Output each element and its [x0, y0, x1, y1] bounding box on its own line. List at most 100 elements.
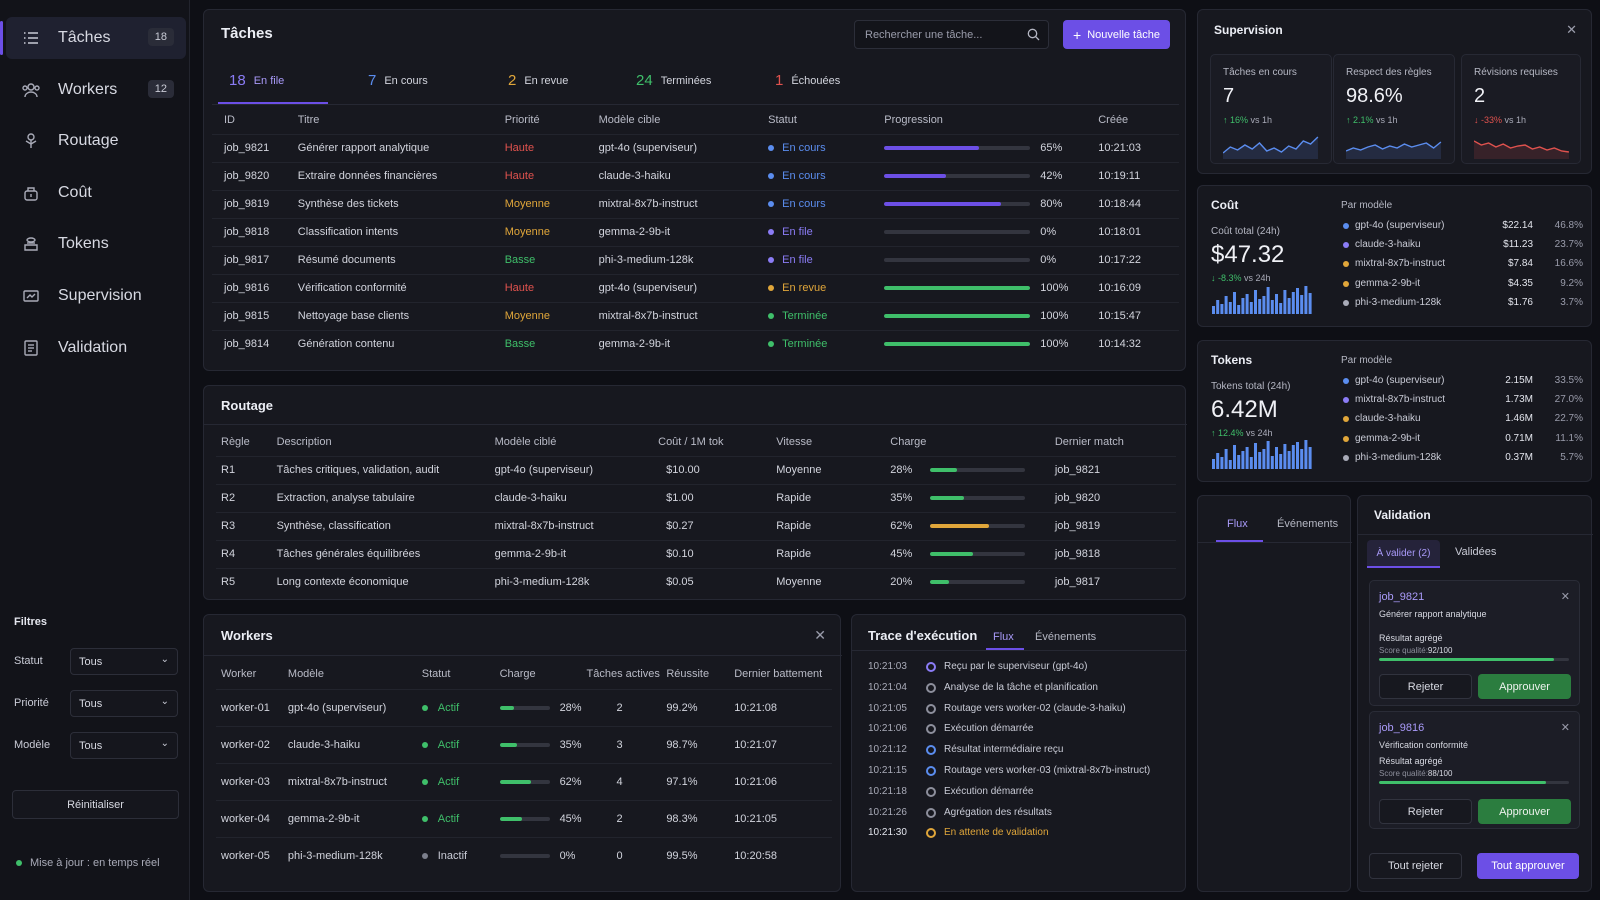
table-row[interactable]: job_9814 Génération contenu Basse gemma-2-9… — [212, 329, 1179, 358]
column-header[interactable]: Coût / 1M tok — [658, 435, 724, 448]
sidebar-item-routage[interactable]: Routage — [6, 120, 186, 162]
sidebar-item-validation[interactable]: Validation — [6, 327, 186, 369]
reject-all-button[interactable]: Tout rejeter — [1369, 853, 1462, 879]
tab-trace-events[interactable]: Événements — [1035, 631, 1097, 643]
column-header[interactable]: Tâches actives — [586, 667, 660, 680]
column-header[interactable]: Règle — [221, 435, 250, 448]
tab-trace-flux[interactable]: Flux — [993, 631, 1014, 643]
column-header[interactable]: Dernier battement — [734, 667, 823, 680]
legend-percent: 5.7% — [1560, 451, 1583, 463]
close-icon[interactable]: ✕ — [814, 627, 826, 643]
tab-validated[interactable]: Validées — [1455, 546, 1497, 558]
table-row[interactable]: R3 Synthèse, classification mixtral-8x7b-i… — [216, 511, 1176, 540]
column-header[interactable]: ID — [224, 113, 235, 126]
column-header[interactable]: Charge — [499, 667, 536, 680]
tab-flux[interactable]: Flux — [1227, 518, 1248, 530]
sidebar-item-tokens[interactable]: Tokens — [6, 223, 186, 265]
column-header[interactable]: Vitesse — [776, 435, 813, 448]
table-row[interactable]: job_9821 Générer rapport analytique Haute g… — [212, 133, 1179, 162]
kpi-delta: ↓ -33% vs 1h — [1474, 115, 1526, 125]
table-row[interactable]: job_9817 Résumé documents Basse phi-3-mediu… — [212, 245, 1179, 274]
column-header[interactable]: Créée — [1098, 113, 1129, 126]
new-task-button[interactable]: + Nouvelle tâche — [1063, 20, 1170, 49]
column-header[interactable]: Statut — [421, 667, 451, 680]
reset-button[interactable]: Réinitialiser — [12, 790, 179, 819]
table-row[interactable]: job_9819 Synthèse des tickets Moyenne mixtr… — [212, 189, 1179, 218]
legend-row[interactable]: claude-3-haiku $11.23 23.7% — [1343, 239, 1583, 255]
tab-pending[interactable]: À valider (2) — [1367, 540, 1440, 566]
close-icon[interactable]: ✕ — [1560, 591, 1570, 603]
filter-priority-select[interactable]: Tous ⌄ — [70, 690, 178, 717]
legend-row[interactable]: mixtral-8x7b-instruct $7.84 16.6% — [1343, 258, 1583, 274]
column-header[interactable]: Réussite — [666, 667, 710, 680]
sidebar-item-supervision[interactable]: Supervision — [6, 275, 186, 317]
task-tab-3[interactable]: 24 Terminées — [636, 72, 711, 89]
column-header[interactable]: Titre — [297, 113, 320, 126]
table-row[interactable]: job_9820 Extraire données financières Haut… — [212, 161, 1179, 190]
approve-button[interactable]: Approuver — [1478, 674, 1571, 699]
legend-row[interactable]: claude-3-haiku 1.46M 22.7% — [1343, 413, 1583, 429]
table-header: Règle Description Modèle ciblé Coût / 1M to… — [216, 428, 1176, 456]
sidebar-item-taches[interactable]: Tâches 18 — [0, 17, 186, 59]
sidebar-item-workers[interactable]: Workers 12 — [6, 69, 186, 111]
status-dot — [421, 815, 428, 822]
column-header[interactable]: Modèle cible — [598, 113, 661, 126]
filter-status-select[interactable]: Tous ⌄ — [70, 648, 178, 675]
approve-all-button[interactable]: Tout approuver — [1477, 853, 1579, 879]
task-search-input[interactable]: Rechercher une tâche... — [854, 20, 1049, 49]
sidebar-item-cout[interactable]: Coût — [6, 172, 186, 214]
validation-card[interactable]: job_9821 ✕ Générer rapport analytique Résul… — [1369, 580, 1580, 706]
column-header[interactable]: Statut — [768, 113, 797, 126]
legend-row[interactable]: phi-3-medium-128k 0.37M 5.7% — [1343, 452, 1583, 468]
approve-button[interactable]: Approuver — [1478, 799, 1571, 824]
column-header[interactable]: Modèle — [287, 667, 324, 680]
table-row[interactable]: worker-05 phi-3-medium-128k Inactif 0% 0 99.5… — [216, 836, 832, 874]
table-row[interactable]: R2 Extraction, analyse tabulaire claude-3-… — [216, 483, 1176, 512]
column-header[interactable]: Charge — [890, 435, 927, 448]
reject-button[interactable]: Rejeter — [1379, 799, 1472, 824]
table-row[interactable]: job_9815 Nettoyage base clients Moyenne mix… — [212, 301, 1179, 330]
table-row[interactable]: worker-02 claude-3-haiku Actif 35% 3 98.7% 10:… — [216, 725, 832, 763]
table-row[interactable]: R1 Tâches critiques, validation, audit gpt… — [216, 455, 1176, 484]
kpi-card[interactable]: Respect des règles 98.6% ↑ 2.1% vs 1h — [1333, 54, 1455, 164]
task-tab-4[interactable]: 1 Échouées — [775, 72, 840, 89]
table-row[interactable]: job_9816 Vérification conformité Haute gpt-… — [212, 273, 1179, 302]
reject-button[interactable]: Rejeter — [1379, 674, 1472, 699]
legend-value: $7.84 — [1507, 258, 1533, 270]
score-value: 88/100 — [1427, 769, 1453, 778]
tab-events[interactable]: Événements — [1277, 518, 1339, 530]
legend-row[interactable]: mixtral-8x7b-instruct 1.73M 27.0% — [1343, 394, 1583, 410]
legend-row[interactable]: gemma-2-9b-it $4.35 9.2% — [1343, 278, 1583, 294]
sidebar-item-label: Routage — [58, 132, 119, 150]
column-header[interactable]: Progression — [884, 113, 943, 126]
table-row[interactable]: worker-01 gpt-4o (superviseur) Actif 28% 2 99… — [216, 688, 832, 726]
table-row[interactable]: worker-04 gemma-2-9b-it Actif 45% 2 98.3% 10:2… — [216, 799, 832, 837]
legend-row[interactable]: gpt-4o (superviseur) 2.15M 33.5% — [1343, 375, 1583, 391]
legend-row[interactable]: phi-3-medium-128k $1.76 3.7% — [1343, 297, 1583, 313]
table-row[interactable]: worker-03 mixtral-8x7b-instruct Actif 62% 4 9… — [216, 762, 832, 800]
legend-row[interactable]: gemma-2-9b-it 0.71M 11.1% — [1343, 433, 1583, 449]
status-dot — [768, 285, 775, 291]
validation-job-id[interactable]: job_9816 — [1379, 722, 1425, 734]
validation-card[interactable]: job_9816 ✕ Vérification conformité Résultat… — [1369, 711, 1580, 829]
task-tab-1[interactable]: 7 En cours — [368, 72, 428, 89]
task-tab-2[interactable]: 2 En revue — [508, 72, 568, 89]
table-row[interactable]: job_9818 Classification intents Moyenne gem… — [212, 217, 1179, 246]
filter-model-select[interactable]: Tous ⌄ — [70, 732, 178, 759]
task-tab-0[interactable]: 18 En file — [229, 72, 284, 89]
table-row[interactable]: R4 Tâches générales équilibrées gemma-2-9b… — [216, 539, 1176, 568]
table-row[interactable]: R5 Long contexte économique phi-3-medium-1… — [216, 567, 1176, 596]
close-icon[interactable]: ✕ — [1560, 722, 1570, 734]
kpi-card[interactable]: Révisions requises 2 ↓ -33% vs 1h — [1461, 54, 1581, 164]
column-header[interactable]: Description — [276, 435, 332, 448]
validation-job-id[interactable]: job_9821 — [1379, 591, 1425, 603]
column-header[interactable]: Worker — [221, 667, 257, 680]
column-header[interactable]: Modèle ciblé — [494, 435, 557, 448]
task-progress: 100% — [884, 301, 1099, 330]
column-header[interactable]: Dernier match — [1054, 435, 1124, 448]
kpi-card[interactable]: Tâches en cours 7 ↑ 16% vs 1h — [1210, 54, 1332, 164]
column-header[interactable]: Priorité — [504, 113, 540, 126]
legend-row[interactable]: gpt-4o (superviseur) $22.14 46.8% — [1343, 220, 1583, 236]
close-icon[interactable]: ✕ — [1566, 22, 1577, 37]
task-created: 10:14:32 — [1098, 329, 1179, 358]
